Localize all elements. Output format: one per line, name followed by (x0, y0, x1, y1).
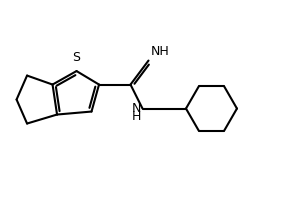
Text: NH: NH (151, 45, 170, 58)
Text: S: S (73, 51, 80, 64)
Text: H: H (132, 110, 141, 123)
Text: N: N (132, 102, 141, 115)
